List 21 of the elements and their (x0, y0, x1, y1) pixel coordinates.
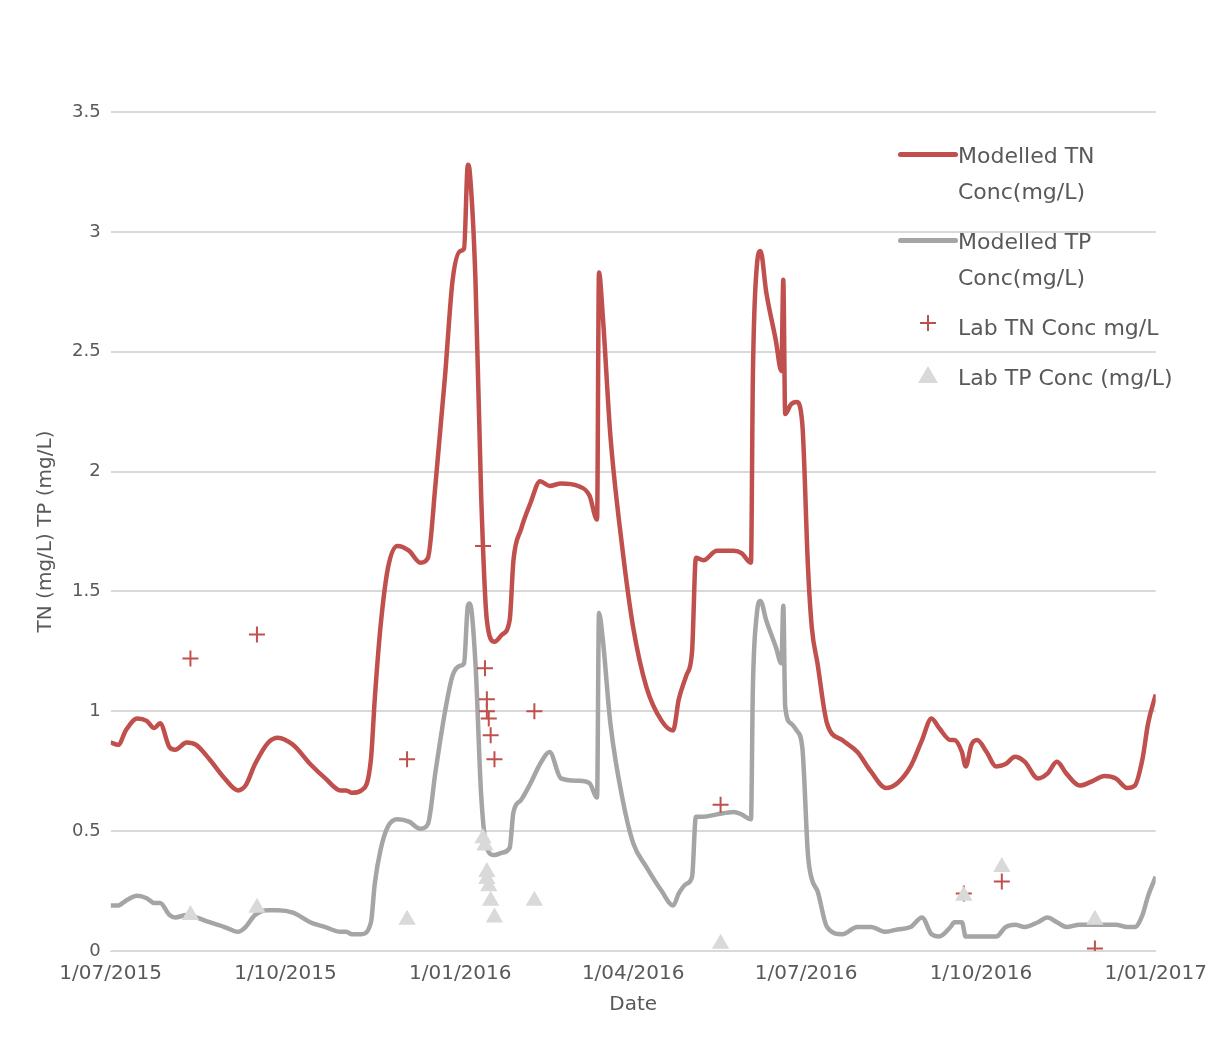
y-tick-label: 0.5 (71, 818, 101, 840)
y-tick-label: 2 (89, 459, 101, 481)
y-tick-label: 3.5 (71, 99, 101, 121)
x-tick-label: 1/10/2016 (929, 960, 1033, 985)
y-tick-label: 1 (89, 698, 101, 720)
legend-label: Modelled TP Conc(mg/L) (958, 228, 1093, 292)
y-tick-label: 1.5 (71, 579, 101, 601)
x-tick-label: 1/07/2015 (59, 960, 162, 985)
legend-label: Modelled TN Conc(mg/L) (958, 142, 1096, 206)
y-tick-label: 3 (89, 219, 101, 241)
x-tick-label: 1/10/2015 (234, 960, 337, 985)
x-tick-label: 1/01/2017 (1104, 960, 1208, 985)
y-axis-title: TN (mg/L) TP (mg/L) (32, 430, 57, 634)
x-tick-label: 1/01/2016 (408, 960, 512, 985)
x-tick-label: 1/04/2016 (581, 960, 685, 985)
x-axis-title: Date (609, 991, 658, 1016)
y-tick-label: 2.5 (71, 339, 101, 361)
legend-label: Lab TP Conc (mg/L) (958, 364, 1173, 392)
x-tick-label: 1/07/2016 (754, 960, 858, 985)
y-tick-label: 0 (89, 938, 101, 960)
legend-label: Lab TN Conc mg/L (958, 314, 1159, 342)
